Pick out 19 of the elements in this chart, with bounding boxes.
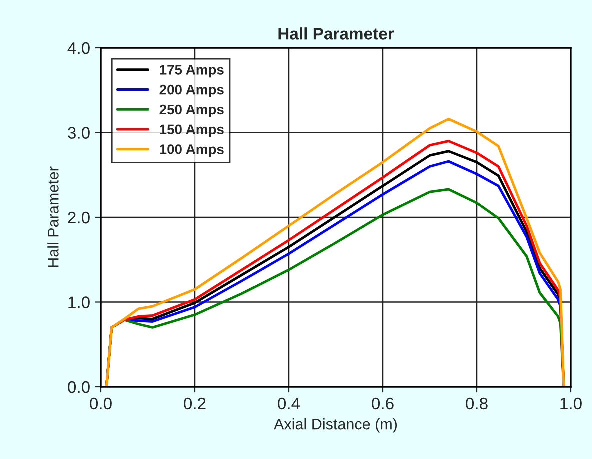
y-tick-label: 4.0 [68, 42, 90, 54]
x-tick-label: 0.0 [90, 398, 112, 410]
chart-title: Hall Parameter [278, 28, 394, 40]
legend-label: 175 Amps [160, 65, 224, 78]
legend-label: 200 Amps [160, 84, 224, 98]
x-tick-label: 0.2 [184, 398, 206, 410]
x-tick-label: 1.0 [560, 398, 582, 410]
y-tick-label: 2.0 [68, 212, 90, 224]
legend-label: 100 Amps [160, 144, 224, 158]
x-axis-title: Axial Distance (m) [274, 418, 398, 433]
legend-label: 250 Amps [160, 104, 224, 118]
legend-label: 150 Amps [160, 124, 224, 138]
x-tick-label: 0.4 [278, 398, 300, 410]
x-tick-label: 0.6 [372, 398, 394, 410]
y-tick-label: 1.0 [68, 296, 90, 308]
y-tick-label: 3.0 [68, 127, 90, 139]
y-axis-title: Hall Parameter [48, 166, 59, 268]
x-tick-label: 0.8 [466, 398, 488, 410]
y-tick-label: 0.0 [68, 381, 90, 394]
